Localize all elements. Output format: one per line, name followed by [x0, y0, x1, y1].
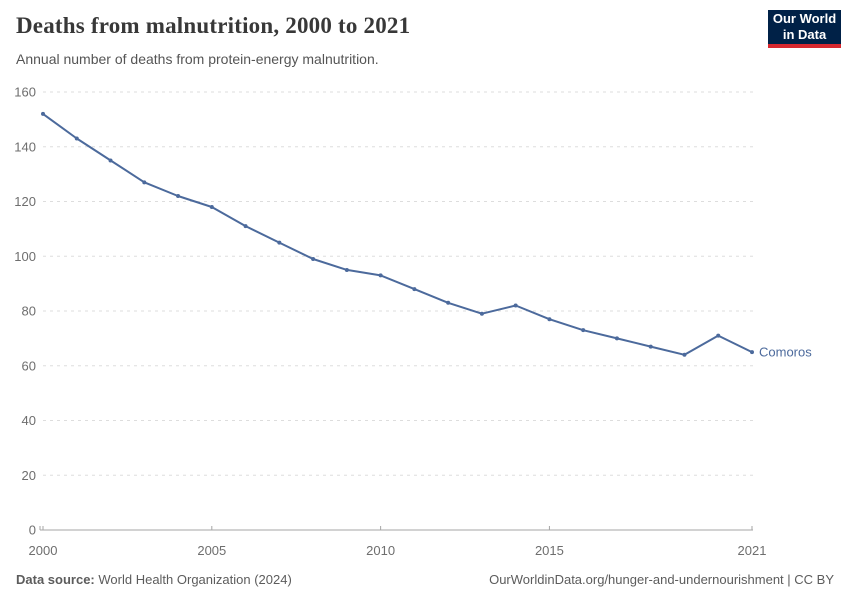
y-tick-label: 40 [22, 413, 36, 428]
chart-subtitle: Annual number of deaths from protein-ene… [16, 51, 379, 67]
data-point [513, 303, 518, 308]
data-point [311, 256, 316, 261]
x-tick-label: 2015 [535, 543, 564, 558]
data-point [142, 180, 147, 185]
y-tick-label: 0 [29, 523, 36, 538]
x-tick-label: 2021 [738, 543, 767, 558]
data-point [581, 328, 586, 333]
data-point [344, 267, 349, 272]
data-point [176, 194, 181, 199]
owid-logo-line1: Our World [772, 11, 837, 26]
series-line[interactable] [42, 112, 753, 356]
data-point [108, 158, 113, 163]
y-tick-label: 160 [14, 85, 36, 100]
chart-footer: Data source: World Health Organization (… [16, 572, 834, 587]
data-point [547, 317, 552, 322]
data-source-value: World Health Organization (2024) [98, 572, 292, 587]
owid-logo[interactable]: Our World in Data [768, 10, 841, 48]
y-tick-label: 120 [14, 194, 36, 209]
data-source: Data source: World Health Organization (… [16, 572, 292, 587]
data-point [378, 273, 383, 278]
series-entity-label[interactable]: Comoros [759, 345, 812, 360]
x-tick-label: 2010 [366, 543, 395, 558]
y-tick-label: 20 [22, 468, 36, 483]
data-point [682, 352, 687, 357]
x-tick-label: 2005 [197, 543, 226, 558]
data-point [243, 224, 248, 229]
data-point [209, 204, 214, 209]
data-point [614, 336, 619, 341]
x-tick-label: 2000 [29, 543, 58, 558]
y-tick-label: 100 [14, 249, 36, 264]
data-point [74, 136, 79, 141]
data-point [277, 240, 282, 245]
page-title: Deaths from malnutrition, 2000 to 2021 [16, 13, 411, 38]
data-point [479, 311, 484, 316]
y-tick-label: 140 [14, 139, 36, 154]
data-point [412, 287, 417, 292]
data-point [750, 350, 754, 355]
data-source-label: Data source: [16, 572, 95, 587]
data-point [446, 300, 451, 305]
credit-link[interactable]: OurWorldinData.org/hunger-and-undernouri… [489, 572, 834, 587]
owid-logo-line2: in Data [782, 27, 827, 42]
y-tick-label: 80 [22, 304, 36, 319]
data-point [41, 111, 45, 116]
data-point [716, 333, 721, 338]
data-point [648, 344, 653, 349]
y-tick-label: 60 [22, 358, 36, 373]
